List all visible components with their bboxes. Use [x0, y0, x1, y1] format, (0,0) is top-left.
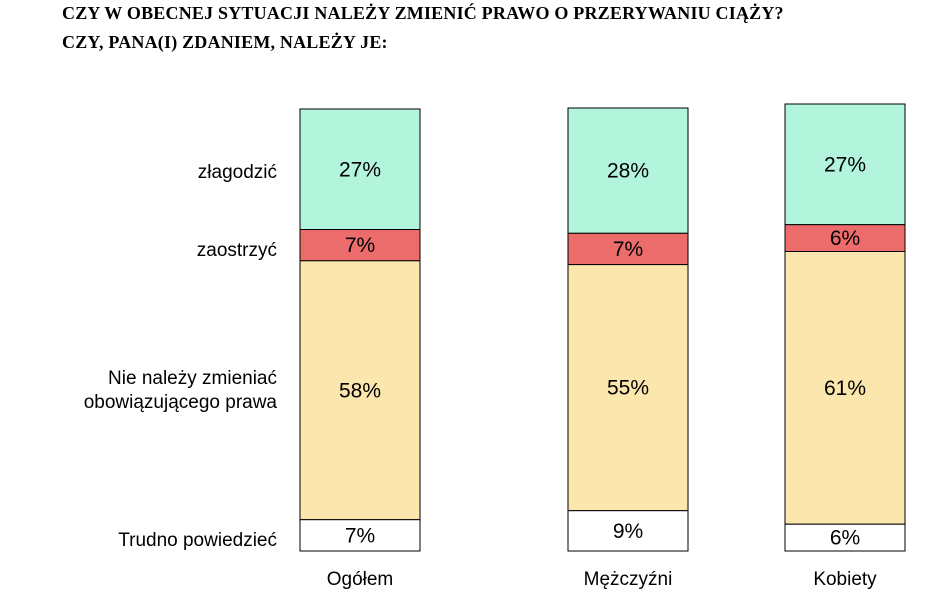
- legend-label: Nie należy zmieniać: [108, 368, 277, 389]
- data-label: 55%: [607, 377, 649, 400]
- data-label: 6%: [830, 527, 860, 550]
- data-label: 58%: [339, 379, 381, 402]
- bar-segment: [299, 519, 421, 552]
- bar-segment: [784, 251, 906, 525]
- bar-segment: [567, 232, 689, 266]
- data-label: 27%: [339, 158, 381, 181]
- chart-subtitle: CZY, PANA(I) ZDANIEM, NALEŻY JE:: [62, 32, 388, 52]
- legend-label: obowiązującego prawa: [84, 392, 278, 413]
- data-label: 7%: [345, 524, 375, 547]
- chart-title: CZY W OBECNEJ SYTUACJI NALEŻY ZMIENIĆ PR…: [62, 3, 784, 23]
- bar-segment: [567, 264, 689, 512]
- data-label: 7%: [345, 234, 375, 257]
- legend-label: złagodzić: [198, 162, 277, 183]
- legend-label: Trudno powiedzieć: [118, 530, 277, 551]
- data-label: 9%: [613, 520, 643, 543]
- bar-segment: [299, 108, 421, 230]
- category-label: Mężczyźni: [584, 569, 673, 590]
- category-label: Ogółem: [327, 569, 394, 590]
- bar-segment: [299, 229, 421, 262]
- bar-segment: [299, 260, 421, 521]
- bar-segment: [784, 224, 906, 252]
- data-label: 61%: [824, 377, 866, 400]
- bar-segment: [567, 107, 689, 234]
- category-label: Kobiety: [813, 569, 877, 590]
- data-label: 6%: [830, 227, 860, 250]
- legend-label: zaostrzyć: [197, 240, 277, 261]
- data-label: 7%: [613, 238, 643, 261]
- bar-segment: [567, 510, 689, 552]
- data-label: 28%: [607, 160, 649, 183]
- bar-segment: [784, 103, 906, 226]
- bar-segment: [784, 523, 906, 552]
- data-label: 27%: [824, 153, 866, 176]
